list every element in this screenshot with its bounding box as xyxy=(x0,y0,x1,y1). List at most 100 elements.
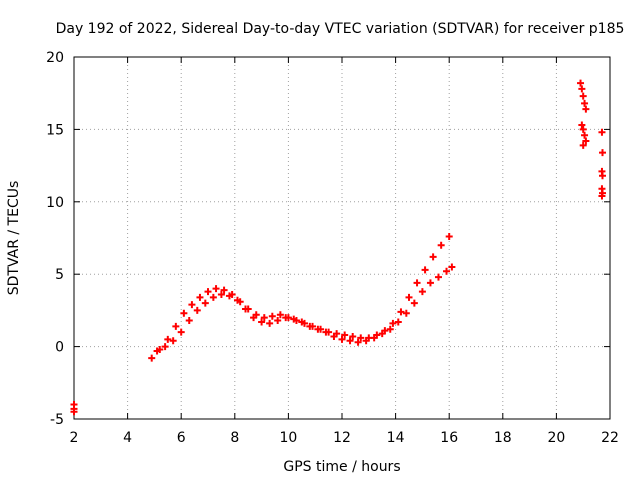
x-tick-label: 18 xyxy=(494,430,512,446)
x-tick-label: 20 xyxy=(547,430,565,446)
data-point xyxy=(306,322,314,330)
data-point xyxy=(148,354,156,362)
y-tick-label: 15 xyxy=(46,122,64,138)
x-tick-label: 6 xyxy=(177,430,186,446)
data-series xyxy=(70,401,78,416)
data-point xyxy=(260,314,268,322)
data-point xyxy=(598,128,606,136)
y-tick-label: 20 xyxy=(46,50,64,66)
data-point xyxy=(314,325,322,333)
data-point xyxy=(196,293,204,301)
data-series xyxy=(598,128,606,200)
data-point xyxy=(386,325,394,333)
data-point xyxy=(405,293,413,301)
data-point xyxy=(582,105,590,113)
data-point xyxy=(378,330,386,338)
x-tick-label: 12 xyxy=(333,430,351,446)
data-point xyxy=(579,92,587,100)
data-point xyxy=(169,337,177,345)
data-point xyxy=(389,319,397,327)
data-point xyxy=(209,293,217,301)
data-point xyxy=(268,312,276,320)
data-point xyxy=(579,125,587,133)
data-point xyxy=(357,334,365,342)
data-points xyxy=(70,79,606,416)
chart-title: Day 192 of 2022, Sidereal Day-to-day VTE… xyxy=(56,21,625,37)
x-tick-label: 8 xyxy=(230,430,239,446)
data-point xyxy=(250,314,258,322)
x-tick-label: 14 xyxy=(387,430,405,446)
data-point xyxy=(418,288,426,296)
data-point xyxy=(598,172,606,180)
data-point xyxy=(346,337,354,345)
data-point xyxy=(330,332,338,340)
data-point xyxy=(233,296,241,304)
data-point xyxy=(578,85,586,93)
data-point xyxy=(177,328,185,336)
y-tick-label: 10 xyxy=(46,195,64,211)
x-axis-label: GPS time / hours xyxy=(283,459,400,475)
data-point xyxy=(153,347,161,355)
data-point xyxy=(598,149,606,157)
y-tick-label: -5 xyxy=(50,412,64,428)
x-tick-label: 16 xyxy=(440,430,458,446)
data-series xyxy=(577,79,590,149)
data-point xyxy=(448,263,456,271)
data-point xyxy=(282,314,290,322)
data-point xyxy=(164,335,172,343)
x-tick-label: 10 xyxy=(279,430,297,446)
data-point xyxy=(434,273,442,281)
y-tick-label: 5 xyxy=(55,267,64,283)
y-tick-label: 0 xyxy=(55,340,64,356)
data-point xyxy=(410,299,418,307)
data-point xyxy=(225,292,233,300)
data-point xyxy=(402,309,410,317)
data-series xyxy=(153,263,456,355)
data-point xyxy=(581,131,589,139)
data-point xyxy=(161,343,169,351)
x-tick-label: 4 xyxy=(123,430,132,446)
data-point xyxy=(581,99,589,107)
axis-ticks xyxy=(73,56,611,420)
data-point xyxy=(290,315,298,323)
data-point xyxy=(413,279,421,287)
data-point xyxy=(443,267,451,275)
data-point xyxy=(220,286,228,294)
data-point xyxy=(577,79,585,87)
data-point xyxy=(298,318,306,326)
data-point xyxy=(180,309,188,317)
data-point xyxy=(582,137,590,145)
data-point xyxy=(274,317,282,325)
data-point xyxy=(354,338,362,346)
data-point xyxy=(341,331,349,339)
data-point xyxy=(370,334,378,342)
data-point xyxy=(172,322,180,330)
data-point xyxy=(362,337,370,345)
data-point xyxy=(204,288,212,296)
data-point xyxy=(394,318,402,326)
data-point xyxy=(266,319,274,327)
y-axis-label: SDTVAR / TECUs xyxy=(6,181,22,296)
data-point xyxy=(349,332,357,340)
data-point xyxy=(338,335,346,343)
data-point xyxy=(212,285,220,293)
data-point xyxy=(276,311,284,319)
data-point xyxy=(579,141,587,149)
data-point xyxy=(426,279,434,287)
x-tick-label: 2 xyxy=(70,430,79,446)
data-point xyxy=(397,308,405,316)
data-point xyxy=(598,192,606,200)
data-point xyxy=(242,305,250,313)
data-point xyxy=(201,299,209,307)
data-point xyxy=(322,328,330,336)
data-point xyxy=(258,318,266,326)
data-point xyxy=(578,121,586,129)
data-point xyxy=(70,408,78,416)
plot-border xyxy=(73,56,611,420)
x-tick-label: 22 xyxy=(601,430,619,446)
data-point xyxy=(421,266,429,274)
tick-labels: 2 4 6 8 10 12 14 16 18 20 22 -5 0 5 10 15 20 xyxy=(46,50,619,446)
data-point xyxy=(185,317,193,325)
